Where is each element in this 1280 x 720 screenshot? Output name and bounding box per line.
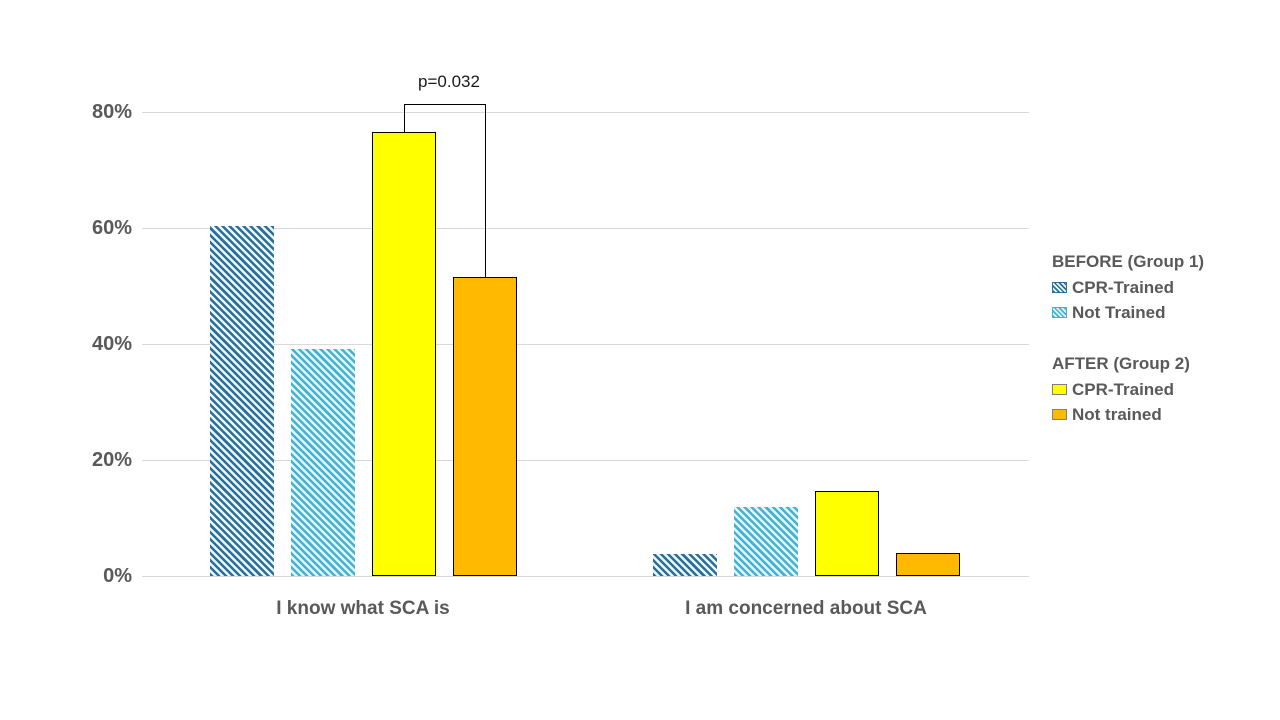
significance-bracket-left-drop [403,104,405,132]
hatch-light-blue-swatch-icon [1052,307,1067,318]
bar-know-sca-after-cpr-trained [371,131,436,576]
bar-concerned-sca-before-cpr-trained [652,553,717,576]
category-label-concerned-sca: I am concerned about SCA [685,598,927,619]
y-tick-label-40: 40% [91,333,132,355]
legend-item-before-cpr-trained: CPR-Trained [1052,275,1262,300]
gridline-60 [142,228,1029,229]
legend-item-label: Not trained [1072,404,1162,424]
significance-bracket-right-drop [484,104,486,278]
legend-group-spacer [1052,325,1262,351]
bar-concerned-sca-after-not-trained [895,552,960,576]
significance-bracket-top [403,104,486,105]
bar-know-sca-before-cpr-trained [209,226,274,576]
legend-group-before-heading: BEFORE (Group 1) [1052,252,1205,271]
y-tick-label-80: 80% [91,101,132,123]
category-label-know-sca: I know what SCA is [276,598,450,619]
legend-item-label: CPR-Trained [1072,277,1175,297]
legend-item-after-cpr-trained: CPR-Trained [1052,377,1262,402]
bar-concerned-sca-after-cpr-trained [814,490,879,576]
y-tick-label-60: 60% [91,217,132,239]
legend-item-after-not-trained: Not trained [1052,402,1262,427]
legend-item-before-not-trained: Not Trained [1052,300,1262,325]
y-tick-label-20: 20% [91,449,132,471]
gridline-0 [142,576,1029,577]
gridline-20 [142,460,1029,461]
solid-yellow-swatch-icon [1052,384,1067,395]
legend-group-after-heading: AFTER (Group 2) [1052,354,1190,373]
legend-item-label: CPR-Trained [1072,379,1175,399]
legend-item-label: Not Trained [1072,302,1166,322]
bar-know-sca-before-not-trained [290,348,355,576]
bar-know-sca-after-not-trained [452,277,517,576]
p-value-annotation: p=0.032 [418,72,480,91]
y-tick-label-0: 0% [103,565,132,587]
legend: BEFORE (Group 1) CPR-Trained Not Trained… [1052,249,1262,427]
solid-orange-swatch-icon [1052,409,1067,420]
gridline-80 [142,112,1029,113]
hatch-dark-blue-swatch-icon [1052,282,1067,293]
bar-concerned-sca-before-not-trained [733,506,798,576]
gridline-40 [142,344,1029,345]
